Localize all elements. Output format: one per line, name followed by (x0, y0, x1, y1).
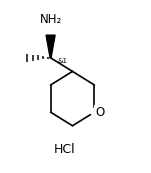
Text: O: O (95, 106, 104, 119)
Polygon shape (46, 35, 55, 58)
Text: NH₂: NH₂ (39, 13, 62, 26)
Text: HCl: HCl (54, 143, 76, 156)
Text: &1: &1 (57, 58, 67, 63)
